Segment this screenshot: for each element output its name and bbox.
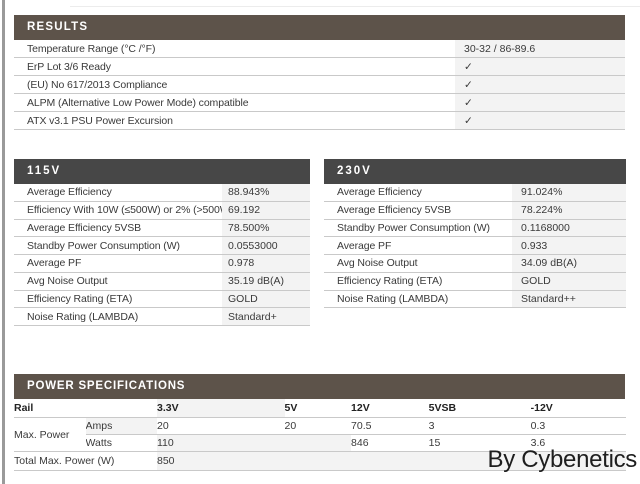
power-specs-table: Rail 3.3V 5V 12V 5VSB -12V Max. Power Am…: [14, 399, 626, 471]
row-value: 78.500%: [222, 219, 310, 237]
row-value: 0.0553000: [222, 237, 310, 254]
115v-section: 115V Average Efficiency 88.943% Efficien…: [14, 159, 310, 326]
row-label: ALPM (Alternative Low Power Mode) compat…: [27, 96, 249, 109]
watts-minus12v: 3.6: [530, 434, 626, 452]
col-header-5v: 5V: [284, 399, 352, 418]
table-row: ALPM (Alternative Low Power Mode) compat…: [14, 94, 625, 112]
row-value: GOLD: [512, 272, 626, 290]
115v-header-bar: 115V: [14, 159, 310, 184]
watts-label: Watts: [85, 434, 157, 452]
cybenetics-watermark: By Cybenetics: [487, 446, 638, 473]
table-row: (EU) No 617/2013 Compliance ✓: [14, 76, 625, 94]
table-row-amps: Max. Power Amps 20 20 70.5 3 0.3: [14, 417, 626, 452]
230v-header-bar: 230V: [324, 159, 626, 184]
table-row: Average Efficiency 88.943%: [14, 184, 310, 202]
row-value: 78.224%: [512, 201, 626, 219]
amps-12v: 70.5: [351, 417, 429, 435]
table-row: Avg Noise Output 34.09 dB(A): [324, 255, 626, 273]
table-row: Noise Rating (LAMBDA) Standard+: [14, 308, 310, 326]
table-row: Average PF 0.933: [324, 237, 626, 255]
checkmark-icon: ✓: [455, 94, 625, 111]
amps-5vsb: 3: [428, 417, 531, 435]
row-value: Standard+: [222, 308, 310, 325]
table-header-row: Rail 3.3V 5V 12V 5VSB -12V: [14, 399, 626, 418]
table-row: Efficiency Rating (ETA) GOLD: [14, 290, 310, 309]
table-row: Average Efficiency 5VSB 78.500%: [14, 219, 310, 238]
table-row: Efficiency With 10W (≤500W) or 2% (>500W…: [14, 201, 310, 220]
row-label: ATX v3.1 PSU Power Excursion: [27, 114, 173, 127]
row-value: 0.1168000: [512, 219, 626, 237]
table-row-watts: Watts 110 846 15 3.6: [14, 434, 626, 452]
row-label: Noise Rating (LAMBDA): [337, 292, 449, 305]
row-value: 0.978: [222, 255, 310, 272]
amps-5v: 20: [284, 417, 352, 435]
row-label: Average PF: [337, 239, 392, 252]
table-row: ATX v3.1 PSU Power Excursion ✓: [14, 112, 625, 130]
max-power-label: Max. Power: [14, 417, 86, 452]
row-label: Average Efficiency 5VSB: [337, 204, 452, 217]
row-label: Average Efficiency 5VSB: [27, 221, 142, 234]
row-label: (EU) No 617/2013 Compliance: [27, 78, 168, 91]
row-label: Noise Rating (LAMBDA): [27, 310, 139, 323]
row-label: Avg Noise Output: [337, 257, 418, 270]
row-label: Standby Power Consumption (W): [27, 239, 180, 252]
col-header-12v: 12V: [351, 399, 429, 418]
row-value: GOLD: [222, 290, 310, 308]
table-row: Average Efficiency 91.024%: [324, 184, 626, 202]
row-value: Standard++: [512, 290, 626, 308]
table-row: Temperature Range (°C /°F) 30-32 / 86-89…: [14, 40, 625, 58]
page-top-border: [70, 6, 640, 7]
row-label: Efficiency With 10W (≤500W) or 2% (>500W…: [27, 204, 222, 217]
row-label: Efficiency Rating (ETA): [27, 292, 133, 305]
row-value: 35.19 dB(A): [222, 272, 310, 290]
row-label: ErP Lot 3/6 Ready: [27, 60, 111, 73]
rail-header-cell: Rail: [14, 399, 157, 418]
table-row: Average Efficiency 5VSB 78.224%: [324, 201, 626, 220]
checkmark-icon: ✓: [455, 112, 625, 129]
amps-3.3v: 20: [157, 417, 285, 435]
table-row: ErP Lot 3/6 Ready ✓: [14, 58, 625, 76]
row-value: 34.09 dB(A): [512, 255, 626, 272]
amps-label: Amps: [85, 417, 157, 435]
total-max-power-label: Total Max. Power (W): [14, 451, 157, 471]
checkmark-icon: ✓: [455, 76, 625, 93]
power-specifications-section: POWER SPECIFICATIONS Rail 3.3V 5V 12V 5V…: [14, 374, 626, 471]
page-left-border: [2, 0, 5, 484]
col-header-5vsb: 5VSB: [428, 399, 531, 418]
amps-minus12v: 0.3: [530, 417, 626, 435]
watts-5vsb: 15: [428, 434, 531, 452]
watts-12v: 846: [351, 434, 429, 452]
row-value: 30-32 / 86-89.6: [455, 40, 625, 57]
row-label: Average PF: [27, 257, 82, 270]
table-row: Standby Power Consumption (W) 0.0553000: [14, 237, 310, 255]
total-max-power-value: 850: [157, 451, 626, 471]
col-header-3.3v: 3.3V: [157, 399, 285, 418]
row-label: Average Efficiency: [27, 186, 112, 199]
row-value: 69.192: [222, 201, 310, 219]
row-value: 91.024%: [512, 184, 626, 201]
table-row: Standby Power Consumption (W) 0.1168000: [324, 219, 626, 238]
table-row: Average PF 0.978: [14, 255, 310, 273]
table-row: Efficiency Rating (ETA) GOLD: [324, 272, 626, 291]
table-row: Noise Rating (LAMBDA) Standard++: [324, 290, 626, 309]
row-label: Standby Power Consumption (W): [337, 221, 490, 234]
230v-section: 230V Average Efficiency 91.024% Average …: [324, 159, 626, 309]
col-header-minus12v: -12V: [530, 399, 626, 418]
table-row-total: Total Max. Power (W) 850: [14, 451, 626, 471]
table-row: Avg Noise Output 35.19 dB(A): [14, 272, 310, 291]
row-label: Avg Noise Output: [27, 275, 108, 288]
results-section: RESULTS Temperature Range (°C /°F) 30-32…: [14, 15, 625, 130]
row-label: Average Efficiency: [337, 186, 422, 199]
watts-3.3v-5v: 110: [157, 434, 352, 452]
row-label: Temperature Range (°C /°F): [27, 42, 156, 55]
row-value: 88.943%: [222, 184, 310, 201]
checkmark-icon: ✓: [455, 58, 625, 75]
row-label: Efficiency Rating (ETA): [337, 275, 443, 288]
results-header-bar: RESULTS: [14, 15, 625, 40]
row-value: 0.933: [512, 237, 626, 254]
power-specs-header-bar: POWER SPECIFICATIONS: [14, 374, 625, 399]
